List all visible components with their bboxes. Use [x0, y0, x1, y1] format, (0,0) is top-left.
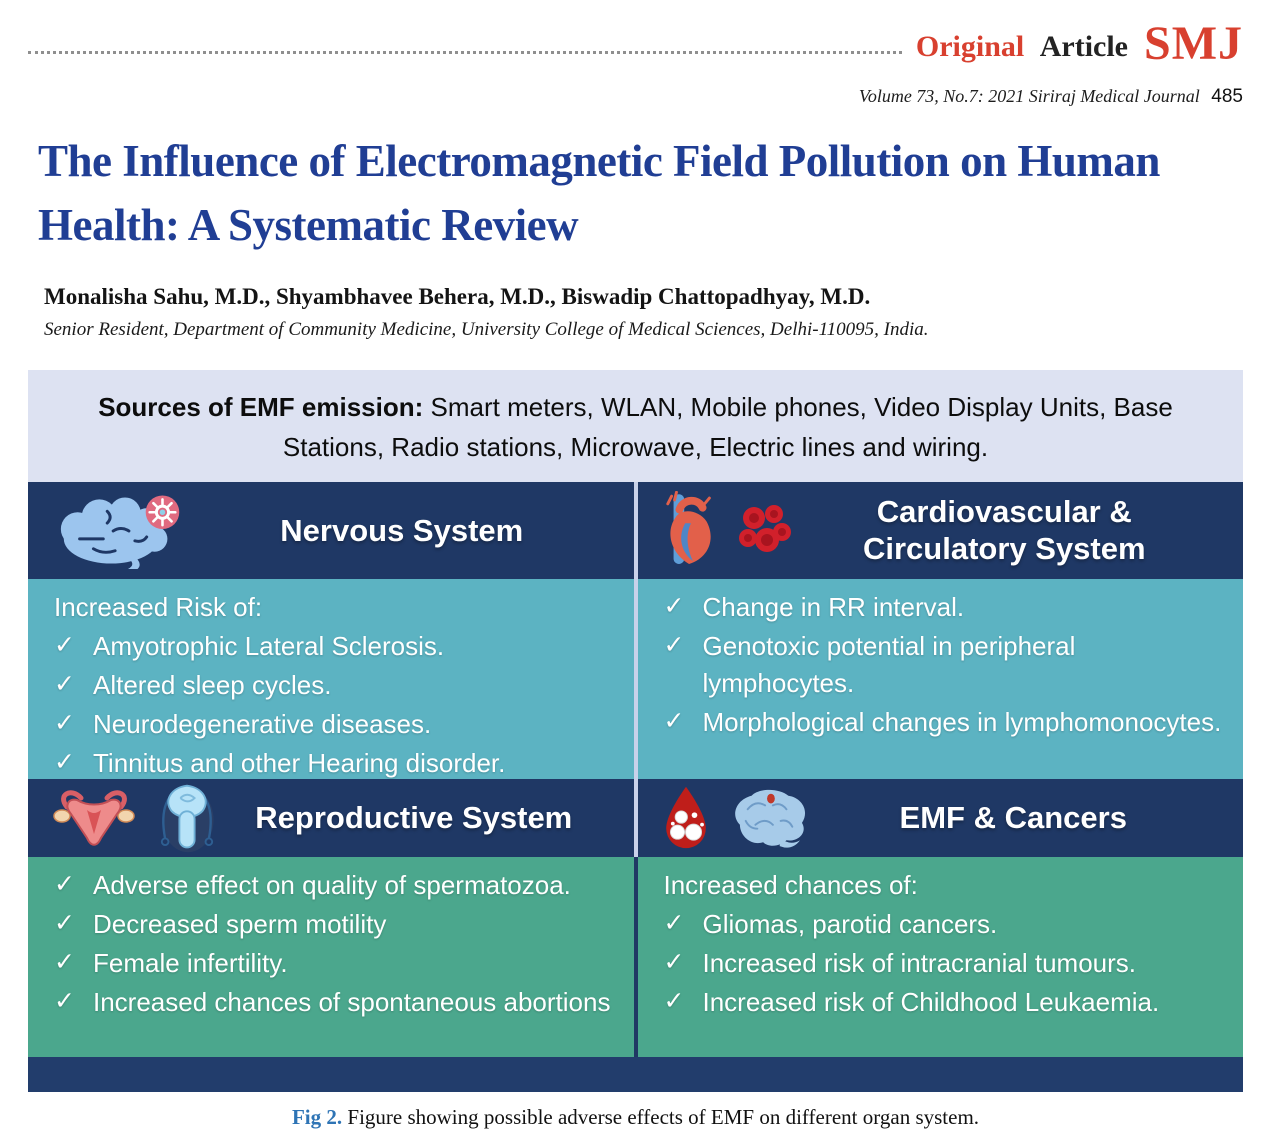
- check-icon: ✓: [54, 909, 75, 938]
- quadrant-body-cancers: Increased chances of: ✓ Gliomas, parotid …: [637, 857, 1243, 1058]
- article-type-secondary: Article: [1039, 30, 1128, 63]
- page-number: 485: [1211, 86, 1243, 107]
- column-divider: [633, 779, 638, 858]
- check-icon: ✓: [663, 909, 685, 938]
- check-icon: ✓: [54, 748, 75, 776]
- check-icon: ✓: [54, 987, 75, 1016]
- check-icon: ✓: [54, 709, 75, 738]
- icon-group: [660, 785, 812, 851]
- article-type-label: Original Article: [916, 30, 1128, 64]
- list-item: ✓ Morphological changes in lymphomonocyte…: [664, 704, 1228, 741]
- quadrant-body-nervous: Increased Risk of: ✓ Amyotrophic Lateral …: [28, 579, 634, 780]
- brain-virus-icon: [60, 495, 180, 569]
- quadrant-header-nervous: Nervous System: [28, 482, 634, 580]
- check-icon: ✓: [663, 987, 685, 1016]
- authors-line: Monalisha Sahu, M.D., Shyambhavee Behera…: [44, 283, 871, 309]
- check-icon: ✓: [663, 948, 685, 977]
- uterus-icon: [53, 790, 135, 847]
- column-divider: [633, 579, 638, 780]
- figure-caption-text: Figure showing possible adverse effects …: [342, 1105, 980, 1130]
- blood-cells-icon: [738, 504, 791, 552]
- quadrant-header-reproductive: Reproductive System: [28, 779, 634, 858]
- check-icon: ✓: [54, 631, 75, 660]
- list-intro: Increased chances of:: [663, 870, 918, 901]
- list-item: ✓ Altered sleep cycles.: [54, 667, 618, 704]
- quadrant-header-cancers: EMF & Cancers: [637, 779, 1243, 858]
- column-divider: [633, 482, 638, 580]
- blood-drop-icon: [665, 787, 706, 849]
- quadrant-body-reproductive: ✓ Adverse effect on quality of spermatozo…: [28, 857, 634, 1058]
- volume-line: Volume 73, No.7: 2021 Siriraj Medical Jo…: [28, 86, 1243, 108]
- list-item: ✓ Tinnitus and other Hearing disorder.: [54, 745, 618, 779]
- article-type-primary: Original: [915, 30, 1025, 63]
- male-reproductive-icon: [160, 785, 214, 853]
- sources-box: Sources of EMF emission: Smart meters, W…: [28, 369, 1243, 483]
- check-icon: ✓: [54, 948, 75, 977]
- check-icon: ✓: [663, 592, 685, 621]
- icon-group: [50, 780, 222, 856]
- quadrant-title: Cardiovascular & Circulatory System: [862, 494, 1146, 566]
- body-row-1: Increased Risk of: ✓ Amyotrophic Lateral …: [28, 579, 1243, 780]
- quadrant-title: Nervous System: [280, 512, 524, 548]
- brain-tumor-icon: [734, 790, 805, 849]
- list-item: ✓ Gliomas, parotid cancers.: [664, 906, 1228, 943]
- figure-caption: Fig 2. Figure showing possible adverse e…: [28, 1105, 1243, 1130]
- dotted-rule: [28, 51, 902, 54]
- header-row-1: Nervous System: [28, 482, 1243, 580]
- quadrant-header-cardio: Cardiovascular & Circulatory System: [637, 482, 1243, 580]
- quadrant-title: EMF & Cancers: [899, 800, 1127, 836]
- list-intro: Increased Risk of:: [54, 592, 263, 623]
- list-item: ✓ Neurodegenerative diseases.: [54, 706, 618, 743]
- body-row-2: ✓ Adverse effect on quality of spermatozo…: [28, 857, 1243, 1058]
- quadrant-body-cardio: ✓ Change in RR interval. ✓ Genotoxic poten…: [637, 579, 1243, 780]
- figure-caption-label: Fig 2.: [291, 1105, 343, 1130]
- list-item: ✓ Decreased sperm motility: [54, 906, 618, 943]
- list-item: ✓ Increased chances of spontaneous aborti…: [54, 984, 618, 1021]
- column-divider: [633, 857, 638, 1058]
- figure-bottom-bar: [28, 1057, 1243, 1093]
- anatomical-heart-icon: [665, 490, 711, 564]
- volume-text: Volume 73, No.7: 2021 Siriraj Medical Jo…: [858, 86, 1200, 106]
- list-item: ✓ Increased risk of intracranial tumours.: [664, 945, 1228, 982]
- quadrant-title: Reproductive System: [255, 800, 573, 836]
- list-item: ✓ Increased risk of Childhood Leukaemia.: [664, 984, 1228, 1021]
- check-icon: ✓: [663, 631, 685, 660]
- list-item: ✓ Adverse effect on quality of spermatozo…: [54, 867, 618, 904]
- check-icon: ✓: [54, 670, 75, 699]
- sources-label: Sources of EMF emission:: [98, 391, 424, 422]
- affiliation-line: Senior Resident, Department of Community…: [44, 318, 929, 340]
- list-item: ✓ Change in RR interval.: [664, 589, 1228, 626]
- icon-group: [50, 493, 198, 569]
- header-row-2: Reproductive System: [28, 779, 1243, 858]
- article-title: The Influence of Electromagnetic Field P…: [38, 136, 1160, 250]
- icon-group: [660, 490, 794, 571]
- check-icon: ✓: [663, 707, 685, 736]
- list-item: ✓ Genotoxic potential in peripheral lymph…: [664, 628, 1228, 702]
- sources-text: Smart meters, WLAN, Mobile phones, Video…: [282, 391, 1173, 463]
- masthead: Original Article SMJ: [28, 20, 1243, 68]
- journal-logo: SMJ: [1144, 17, 1243, 70]
- list-item: ✓ Female infertility.: [54, 945, 618, 982]
- check-icon: ✓: [54, 870, 75, 899]
- figure-2: Sources of EMF emission: Smart meters, W…: [28, 369, 1243, 1093]
- list-item: ✓ Amyotrophic Lateral Sclerosis.: [54, 628, 618, 665]
